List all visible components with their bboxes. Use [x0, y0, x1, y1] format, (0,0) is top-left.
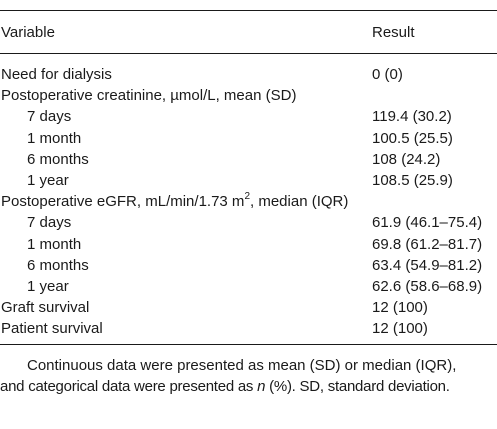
row-label: Graft survival: [1, 299, 90, 317]
row-label: 1 month: [27, 235, 82, 253]
row-value: 100.5 (25.5): [372, 129, 453, 147]
row-value: 62.6 (58.6–68.9): [372, 277, 483, 295]
row-value: 12 (100): [372, 299, 428, 317]
table-row: 1 year 62.6 (58.6–68.9): [0, 276, 497, 297]
row-label: Need for dialysis: [1, 66, 112, 83]
footnote-line-2-pre: and categorical data were presented as: [0, 378, 258, 395]
table-row: 6 months 63.4 (54.9–81.2): [0, 255, 497, 276]
row-label: Postoperative eGFR, mL/min/1.73 m2, medi…: [1, 191, 348, 212]
table-row: 1 month 100.5 (25.5): [0, 128, 497, 149]
row-label: 6 months: [27, 256, 89, 274]
header-result: Result: [372, 23, 415, 41]
row-label: Postoperative creatinine, µmol/L, mean (…: [1, 87, 297, 105]
table-row: Postoperative creatinine, µmol/L, mean (…: [0, 85, 497, 106]
table-header: Variable Result: [0, 11, 497, 53]
row-value: 12 (100): [372, 320, 428, 338]
footnote-line-1: Continuous data were presented as mean (…: [27, 357, 457, 374]
table-row: Need for dialysis 0 (0): [0, 64, 497, 85]
results-table: Variable Result Need for dialysis 0 (0) …: [0, 10, 497, 346]
table-footnote: Continuous data were presented as mean (…: [0, 355, 497, 397]
footnote-line-2-post: (%). SD, standard deviation.: [265, 378, 450, 395]
table-row: 1 month 69.8 (61.2–81.7): [0, 234, 497, 255]
row-value: 61.9 (46.1–75.4): [372, 214, 483, 232]
table-row: 7 days 61.9 (46.1–75.4): [0, 212, 497, 233]
row-label: 6 months: [27, 150, 89, 168]
row-label-superscript: 2: [244, 191, 250, 203]
row-label: 7 days: [27, 108, 72, 126]
table-row: Graft survival 12 (100): [0, 297, 497, 318]
row-label: 1 year: [27, 277, 69, 295]
row-label: 7 days: [27, 214, 72, 232]
row-label-post: , median (IQR): [250, 193, 349, 211]
row-value: 108 (24.2): [372, 150, 441, 168]
table-row: 6 months 108 (24.2): [0, 149, 497, 170]
row-label: 1 year: [27, 171, 69, 189]
footnote-line-2: and categorical data were presented as n…: [0, 376, 497, 397]
row-value: 0 (0): [372, 66, 403, 83]
footnote-italic-n: n: [257, 378, 266, 395]
table-row: Postoperative eGFR, mL/min/1.73 m2, medi…: [0, 191, 497, 212]
table-row: Patient survival 12 (100): [0, 318, 497, 339]
table-bottom-rule: [0, 344, 497, 346]
row-value: 69.8 (61.2–81.7): [372, 235, 483, 253]
row-value: 119.4 (30.2): [372, 108, 452, 126]
table-header-rule: [0, 53, 497, 54]
table-body: Need for dialysis 0 (0) Postoperative cr…: [0, 54, 497, 344]
row-value: 108.5 (25.9): [372, 171, 453, 189]
row-label: Patient survival: [1, 320, 103, 338]
row-label-pre: Postoperative eGFR, mL/min/1.73 m: [1, 193, 245, 211]
table-top-rule: [0, 10, 497, 11]
row-value: 63.4 (54.9–81.2): [372, 256, 483, 274]
table-row: 1 year 108.5 (25.9): [0, 170, 497, 191]
row-label: 1 month: [27, 129, 82, 147]
table-row: 7 days 119.4 (30.2): [0, 106, 497, 127]
header-variable: Variable: [1, 23, 55, 41]
